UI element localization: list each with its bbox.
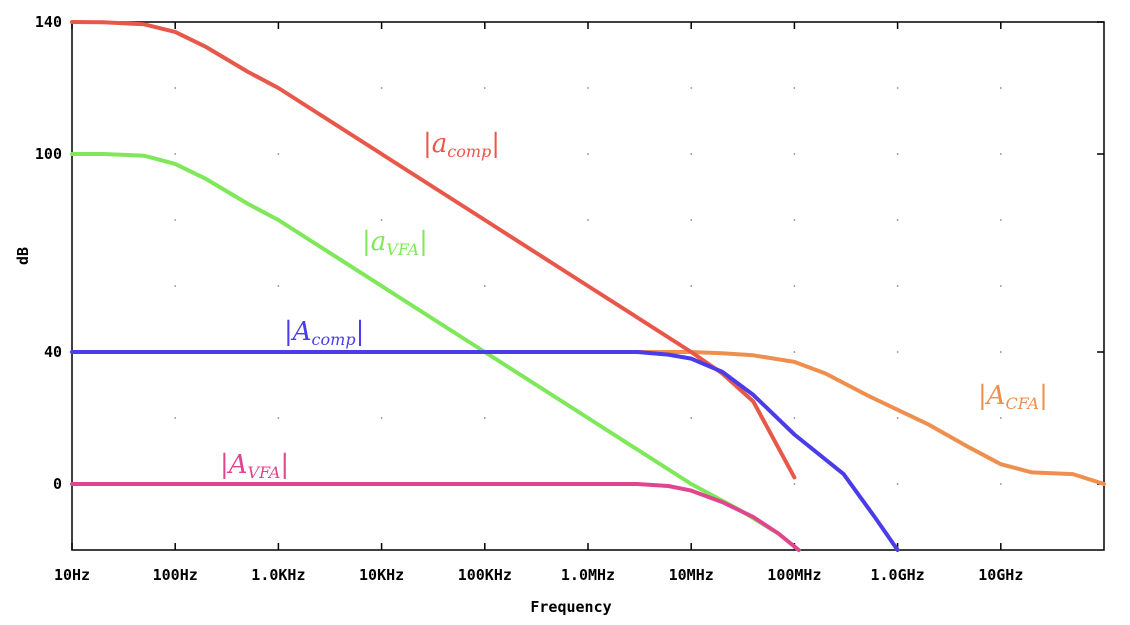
label-main: A [291, 317, 312, 347]
y-axis-label: dB [14, 247, 32, 265]
y-tick-label: 40 [44, 343, 62, 361]
label-bar: | [356, 317, 365, 347]
grid-dot [896, 153, 899, 155]
grid-dot [999, 483, 1002, 485]
x-tick-label: 10Hz [54, 566, 90, 584]
x-tick-label: 10KHz [359, 566, 404, 584]
grid-dot [793, 219, 796, 221]
grid-dot [896, 351, 899, 353]
x-tick-label: 10MHz [669, 566, 714, 584]
grid-dot [690, 417, 693, 419]
grid-dot [793, 351, 796, 353]
label-subscript: comp [312, 330, 356, 349]
grid-dot [174, 219, 177, 221]
grid-dot [277, 153, 280, 155]
grid-dot [999, 417, 1002, 419]
label-subscript: CFA [1006, 394, 1040, 413]
grid-dot [690, 87, 693, 89]
label-bar: | [423, 129, 432, 159]
grid-dot [277, 417, 280, 419]
label-bar: | [978, 381, 987, 411]
grid-dot [277, 285, 280, 287]
axis-ticks: 10Hz 100Hz 1.0KHz 10KHz 100KHz 1.0MHz 10MHz 100… [35, 13, 1104, 584]
series-line-a-cap-comp [70, 350, 900, 552]
grid-dot [174, 417, 177, 419]
label-bar: | [284, 317, 293, 347]
x-tick-label: 100KHz [458, 566, 512, 584]
grid-dot [793, 153, 796, 155]
label-subscript: VFA [386, 240, 419, 259]
grid-dot [380, 87, 383, 89]
grid-dot [174, 153, 177, 155]
series-line-a-cap-vfa [70, 482, 801, 552]
label-bar: | [491, 129, 500, 159]
grid-dot [174, 285, 177, 287]
label-main: A [227, 450, 248, 480]
grid-dot [896, 219, 899, 221]
x-tick-label: 10GHz [978, 566, 1023, 584]
grid-dot [999, 219, 1002, 221]
grid-dot [999, 351, 1002, 353]
y-tick-label: 140 [35, 13, 62, 31]
grid-dot [690, 219, 693, 221]
series-label-a-cap-vfa: |AVFA| [220, 450, 289, 482]
grid-dot [999, 153, 1002, 155]
label-main: A [985, 381, 1006, 411]
x-tick-label: 100Hz [153, 566, 198, 584]
label-bar: | [280, 450, 289, 480]
y-tick-label: 100 [35, 145, 62, 163]
grid-dot [896, 285, 899, 287]
x-tick-label: 100MHz [767, 566, 821, 584]
grid-dot [999, 285, 1002, 287]
grid-dot [483, 87, 486, 89]
label-bar: | [220, 450, 229, 480]
label-bar: | [362, 227, 371, 257]
grid-dot [483, 285, 486, 287]
grid-dot [896, 87, 899, 89]
x-tick-label: 1.0MHz [561, 566, 615, 584]
grid-dot [174, 87, 177, 89]
x-tick-label: 1.0KHz [251, 566, 305, 584]
grid-dot [483, 153, 486, 155]
label-subscript: comp [447, 142, 491, 161]
label-main: a [432, 129, 448, 159]
series-label-a-small-vfa: |aVFA| [362, 227, 428, 259]
grid-dot [690, 285, 693, 287]
grid-dot [793, 483, 796, 485]
grid-dot [690, 153, 693, 155]
grid-dot [483, 417, 486, 419]
x-tick-label: 1.0GHz [871, 566, 925, 584]
grid-dot [380, 417, 383, 419]
y-tick-label: 0 [53, 475, 62, 493]
label-subscript: VFA [248, 463, 281, 482]
grid-dot [896, 483, 899, 485]
grid-dot [380, 219, 383, 221]
grid-dot [587, 87, 589, 89]
grid-dot [587, 219, 589, 221]
series-layer [70, 20, 1106, 552]
grid-dot [999, 87, 1002, 89]
grid-dot [793, 285, 796, 287]
grid-dot [793, 417, 796, 419]
series-line-a-cap-cfa [635, 350, 1106, 486]
series-line-a-small-comp [70, 20, 797, 480]
series-label-a-cap-cfa: |ACFA| [978, 381, 1048, 413]
grid-dot [896, 417, 899, 419]
series-labels: |acomp||aVFA||Acomp||ACFA||AVFA| [220, 129, 1048, 482]
series-label-a-cap-comp: |Acomp| [284, 317, 364, 349]
series-label-a-small-comp: |acomp| [423, 129, 500, 161]
label-bar: | [1039, 381, 1048, 411]
grid-dot [587, 153, 589, 155]
label-bar: | [419, 227, 428, 257]
label-main: a [371, 227, 387, 257]
x-axis-label: Frequency [530, 598, 611, 616]
grid-dot [793, 87, 796, 89]
